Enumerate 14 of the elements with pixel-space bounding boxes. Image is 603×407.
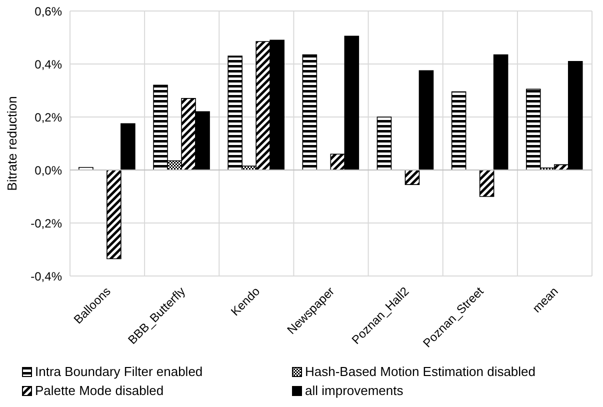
legend-label: Palette Mode disabled [34,383,165,398]
bar [451,91,466,170]
y-tick-label: 0,2% [34,110,62,124]
bar [376,116,392,170]
y-tick-label: -0,4% [30,269,62,284]
legend-label: Hash-Based Motion Estimation disabled [304,364,537,379]
y-axis-title: Bitrate reduction [4,96,20,191]
bar [302,54,318,170]
legend-label: Intra Boundary Filter enabled [34,364,204,379]
y-tick-label: 0,6% [34,4,62,18]
y-tick-label: -0,2% [30,216,62,230]
legend-label: all improvements [304,383,404,398]
y-tick-label: 0,4% [34,57,62,72]
y-tick-label: 0,0% [34,163,62,178]
